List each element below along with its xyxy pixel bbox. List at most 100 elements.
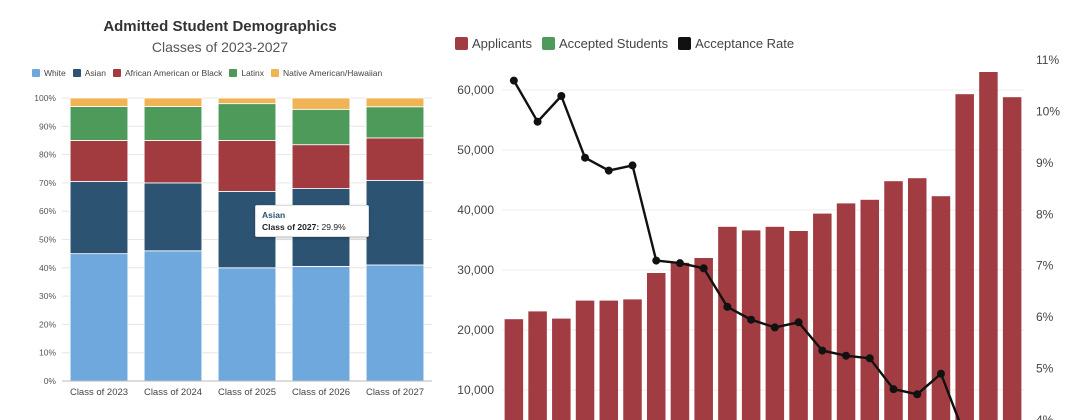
legend-item-native-american-hawaiian[interactable]: Native American/Hawaiian bbox=[271, 68, 382, 78]
acceptance-rate-point[interactable] bbox=[533, 117, 542, 126]
demographics-chart-panel: Admitted Student Demographics Classes of… bbox=[0, 0, 440, 420]
y-tick-label: 0% bbox=[44, 376, 57, 386]
bar-segment-african-american-or-black[interactable] bbox=[291, 144, 351, 189]
y-right-tick-label: 5% bbox=[1036, 362, 1054, 376]
acceptance-rate-point[interactable] bbox=[794, 318, 803, 327]
acceptance-rate-point[interactable] bbox=[675, 259, 684, 268]
legend-item-white[interactable]: White bbox=[32, 68, 66, 78]
legend-item-acceptance-rate[interactable]: Acceptance Rate bbox=[678, 36, 794, 51]
applicants-bar[interactable] bbox=[813, 213, 832, 420]
bar-segment-african-american-or-black[interactable] bbox=[143, 140, 203, 184]
applicants-bar[interactable] bbox=[884, 181, 903, 420]
tooltip-title: Asian bbox=[262, 210, 286, 220]
acceptance-rate-point[interactable] bbox=[865, 354, 874, 363]
bar-segment-latinx[interactable] bbox=[365, 106, 425, 139]
x-tick-label: Class of 2027 bbox=[366, 387, 424, 398]
acceptance-rate-point[interactable] bbox=[770, 323, 779, 332]
x-tick-label: Class of 2026 bbox=[292, 387, 350, 398]
applicants-bar[interactable] bbox=[504, 319, 524, 420]
legend-label: Acceptance Rate bbox=[695, 36, 795, 51]
bar-segment-latinx[interactable] bbox=[217, 103, 277, 141]
acceptance-rate-point[interactable] bbox=[842, 351, 851, 360]
acceptance-rate-point[interactable] bbox=[747, 315, 756, 324]
tooltip-label: Class of 2027: bbox=[262, 222, 320, 232]
y-tick-label: 40% bbox=[39, 263, 56, 273]
acceptance-rate-point[interactable] bbox=[913, 390, 922, 399]
bar-segment-native-american-hawaiian[interactable] bbox=[143, 97, 203, 107]
x-tick-label: Class of 2025 bbox=[218, 387, 276, 398]
applicants-plot: 10,000 20,000 30,000 40,000 50,000 60,000 4% 5%… bbox=[457, 53, 1060, 420]
applicants-bar[interactable] bbox=[670, 262, 690, 420]
applicants-bar[interactable] bbox=[575, 300, 595, 420]
chart-title: Admitted Student Demographics bbox=[103, 18, 337, 35]
bar-segment-white[interactable] bbox=[69, 253, 129, 382]
bar-segment-asian[interactable] bbox=[365, 179, 425, 266]
bar-segment-african-american-or-black[interactable] bbox=[365, 137, 425, 181]
applicants-bar[interactable] bbox=[836, 203, 856, 420]
legend-label: Asian bbox=[84, 68, 106, 78]
legend-item-accepted-students[interactable]: Accepted Students bbox=[541, 36, 668, 51]
acceptance-rate-point[interactable] bbox=[604, 166, 613, 175]
y-left-tick-label: 60,000 bbox=[457, 83, 494, 97]
acceptance-rate-point[interactable] bbox=[723, 302, 732, 311]
legend-item-applicants[interactable]: Applicants bbox=[455, 36, 532, 51]
bar-segment-native-american-hawaiian[interactable] bbox=[365, 97, 425, 108]
x-tick-label: Class of 2023 bbox=[70, 387, 128, 398]
applicants-bar[interactable] bbox=[907, 178, 927, 420]
legend-label: Applicants bbox=[472, 36, 532, 51]
applicants-bar[interactable] bbox=[646, 273, 666, 420]
applicants-bar[interactable] bbox=[765, 226, 785, 420]
bar-segment-latinx[interactable] bbox=[291, 108, 351, 146]
bar-segment-white[interactable] bbox=[217, 267, 277, 382]
y-left-tick-label: 10,000 bbox=[457, 383, 494, 397]
legend-item-african-american-or-black[interactable]: African American or Black bbox=[113, 68, 222, 78]
applicants-bar[interactable] bbox=[552, 318, 571, 420]
applicants-bar[interactable] bbox=[694, 258, 713, 420]
legend-label: African American or Black bbox=[125, 68, 223, 78]
acceptance-rate-point[interactable] bbox=[581, 153, 590, 162]
y-tick-label: 60% bbox=[39, 206, 56, 216]
bar-segment-white[interactable] bbox=[143, 250, 203, 382]
y-right-tick-label: 10% bbox=[1036, 104, 1060, 118]
acceptance-rate-point[interactable] bbox=[936, 369, 945, 378]
applicants-bar[interactable] bbox=[623, 299, 642, 420]
y-tick-label: 80% bbox=[39, 150, 56, 160]
applicants-bar[interactable] bbox=[741, 230, 761, 420]
bar-segment-latinx[interactable] bbox=[143, 106, 203, 141]
applicants-bar[interactable] bbox=[955, 94, 974, 420]
legend-swatch bbox=[271, 69, 280, 77]
legend-item-asian[interactable]: Asian bbox=[72, 68, 106, 78]
acceptance-rate-point[interactable] bbox=[818, 346, 827, 355]
acceptance-rate-point[interactable] bbox=[628, 161, 637, 170]
applicants-bar[interactable] bbox=[528, 311, 547, 420]
acceptance-rate-point[interactable] bbox=[509, 76, 518, 85]
bar-segment-asian[interactable] bbox=[69, 181, 129, 255]
applicants-bar[interactable] bbox=[718, 226, 737, 420]
bar-segment-native-american-hawaiian[interactable] bbox=[291, 97, 351, 110]
bar-segment-white[interactable] bbox=[365, 264, 425, 382]
applicants-bar[interactable] bbox=[931, 196, 951, 420]
y-left-tick-label: 20,000 bbox=[457, 323, 494, 337]
bar-segment-native-american-hawaiian[interactable] bbox=[217, 97, 277, 105]
applicants-bar[interactable] bbox=[599, 300, 619, 420]
applicants-bar[interactable] bbox=[860, 199, 880, 420]
y-right-tick-label: 7% bbox=[1036, 259, 1054, 273]
bar-segment-white[interactable] bbox=[291, 265, 351, 382]
y-right-tick-label: 6% bbox=[1036, 310, 1054, 324]
applicants-bar[interactable] bbox=[979, 72, 998, 420]
applicants-bar[interactable] bbox=[1002, 97, 1022, 420]
legend-item-latinx[interactable]: Latinx bbox=[229, 68, 264, 78]
acceptance-rate-point[interactable] bbox=[652, 256, 661, 265]
bar-segment-native-american-hawaiian[interactable] bbox=[69, 97, 129, 107]
legend-label: Latinx bbox=[241, 68, 265, 78]
y-tick-label: 10% bbox=[39, 348, 56, 358]
acceptance-rate-point[interactable] bbox=[889, 385, 898, 394]
applicants-chart-panel: 10,000 20,000 30,000 40,000 50,000 60,000 4% 5%… bbox=[440, 0, 1080, 420]
bar-segment-african-american-or-black[interactable] bbox=[217, 140, 277, 192]
bar-segment-asian[interactable] bbox=[143, 182, 203, 252]
bar-segment-latinx[interactable] bbox=[69, 106, 129, 141]
acceptance-rate-point[interactable] bbox=[557, 92, 566, 100]
bar-segment-african-american-or-black[interactable] bbox=[69, 140, 129, 182]
acceptance-rate-point[interactable] bbox=[699, 264, 708, 273]
legend-swatch bbox=[229, 69, 238, 77]
